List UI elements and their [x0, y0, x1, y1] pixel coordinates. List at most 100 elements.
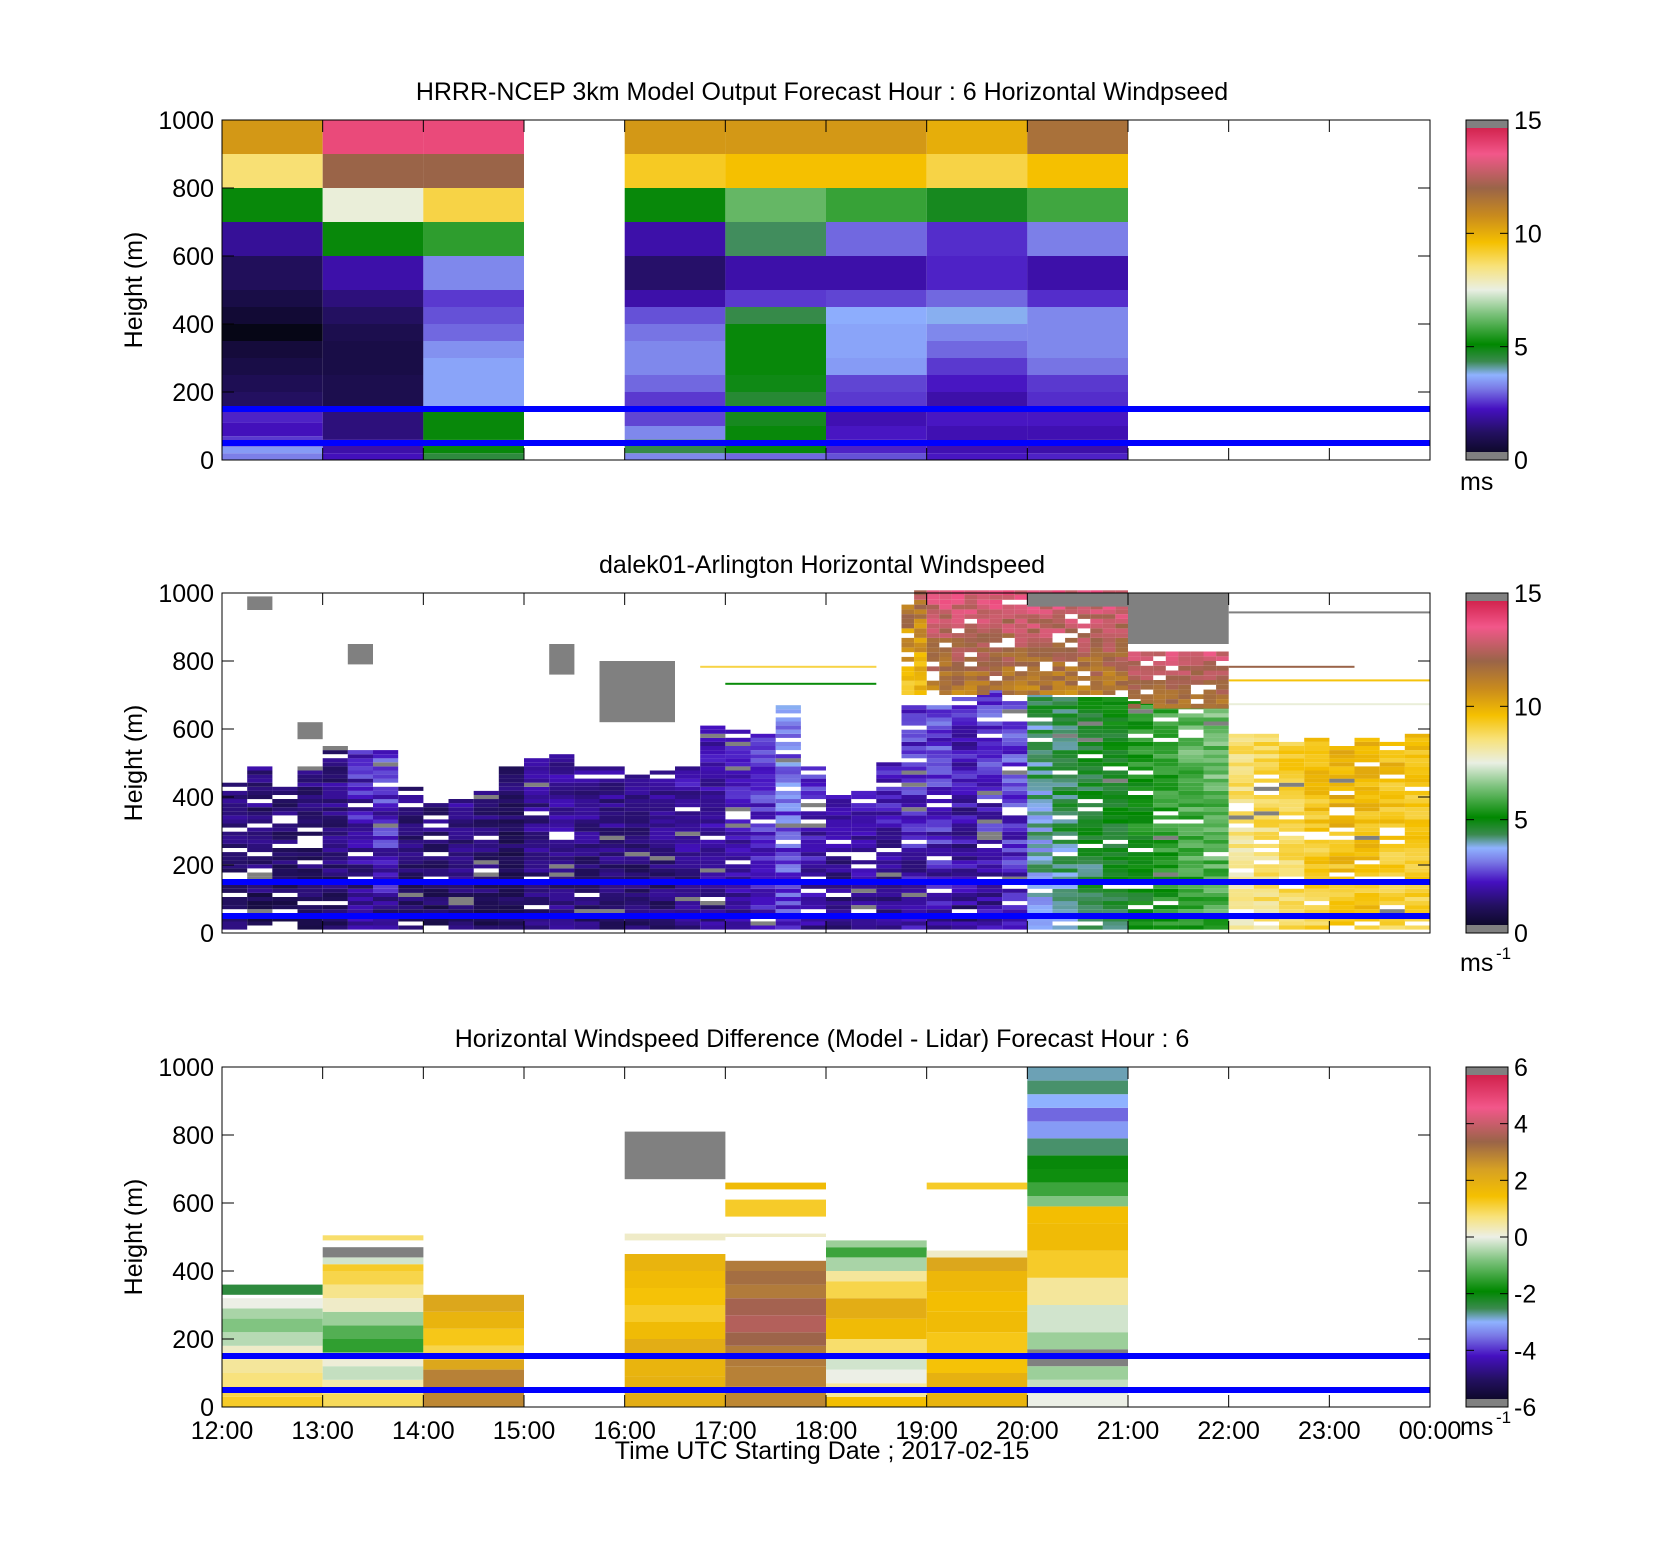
lidar-cell	[851, 901, 877, 906]
lidar-upper-cell	[989, 614, 1003, 619]
lidar-cell	[624, 843, 650, 848]
lidar-cell	[1329, 786, 1355, 791]
lidar-cell	[1002, 721, 1028, 726]
lidar-cell	[775, 864, 801, 869]
lidar-cell	[1128, 917, 1154, 922]
lidar-cell	[272, 803, 298, 808]
lidar-cell	[1279, 762, 1305, 767]
lidar-cell	[750, 868, 776, 873]
lidar-cell	[574, 782, 600, 787]
lidar-upper-cell	[1052, 614, 1066, 619]
lidar-upper-cell	[1065, 690, 1078, 695]
lidar-cell	[247, 897, 273, 902]
lidar-cell	[1279, 811, 1305, 816]
heatmap-cell	[222, 392, 323, 409]
lidar-cell	[977, 750, 1003, 755]
lidar-cell	[1404, 884, 1430, 889]
lidar-cell	[775, 770, 801, 775]
lidar-cell	[524, 786, 550, 791]
lidar-upper-cell	[1165, 699, 1179, 704]
lidar-cell	[1077, 856, 1103, 861]
lidar-upper-cell	[951, 642, 965, 648]
lidar-cell	[901, 709, 927, 714]
lidar-cell	[247, 807, 273, 812]
lidar-cell	[1253, 795, 1279, 800]
lidar-cell	[775, 754, 801, 759]
lidar-cell	[473, 795, 499, 800]
lidar-cell	[1354, 782, 1380, 787]
lidar-cell	[373, 819, 399, 824]
lidar-cell	[926, 811, 952, 816]
lidar-upper-cell	[964, 614, 977, 619]
lidar-cell	[1077, 839, 1103, 844]
lidar-upper-cell	[939, 671, 952, 676]
lidar-cell	[1228, 819, 1254, 824]
lidar-cell	[1203, 917, 1229, 922]
lidar-cell	[247, 811, 273, 816]
lidar-cell	[1027, 782, 1053, 787]
lidar-cell	[1404, 827, 1430, 832]
lidar-cell	[876, 827, 902, 832]
lidar-cell	[1102, 868, 1128, 873]
lidar-cell	[347, 884, 373, 889]
lidar-cell	[826, 917, 852, 922]
lidar-upper-cell	[914, 656, 927, 662]
lidar-upper-cell	[951, 680, 965, 686]
lidar-cell	[599, 823, 625, 828]
lidar-upper-cell	[989, 637, 1003, 643]
lidar-cell	[977, 839, 1003, 844]
lidar-cell	[1027, 713, 1053, 718]
lidar-upper-cell	[1027, 690, 1040, 695]
lidar-cell	[750, 770, 776, 775]
lidar-cell	[951, 803, 977, 808]
lidar-cell	[549, 811, 575, 816]
lidar-cell	[901, 856, 927, 861]
lidar-cell	[473, 819, 499, 824]
lidar-cell	[423, 917, 449, 922]
lidar-cell	[1128, 843, 1154, 848]
heatmap-cell	[222, 256, 323, 290]
heatmap-cell	[826, 120, 927, 154]
lidar-cell	[398, 905, 424, 910]
lidar-upper-cell	[1140, 684, 1154, 690]
lidar-upper-cell	[1027, 652, 1040, 657]
lidar-cell	[222, 795, 248, 800]
lidar-cell	[1077, 737, 1103, 742]
lidar-cell	[1203, 725, 1229, 730]
lidar-cell	[1102, 799, 1128, 804]
lidar-upper-cell	[1077, 690, 1091, 695]
lidar-cell	[1228, 746, 1254, 751]
lidar-cell	[649, 835, 675, 840]
lidar-upper-cell	[1052, 685, 1066, 691]
lidar-cell	[775, 795, 801, 800]
lidar-cell	[1052, 750, 1078, 755]
lidar-cell	[398, 872, 424, 877]
lidar-cell	[1203, 709, 1229, 714]
lidar-upper-cell	[1065, 628, 1078, 634]
lidar-cell	[1027, 758, 1053, 763]
lidar-cell	[599, 778, 625, 783]
lidar-cell	[247, 884, 273, 889]
lidar-upper-cell	[1002, 647, 1015, 653]
lidar-cell	[347, 921, 373, 926]
lidar-cell	[750, 741, 776, 746]
lidar-cell	[1102, 823, 1128, 828]
lidar-cell	[1404, 746, 1430, 751]
lidar-upper-cell	[1065, 685, 1078, 691]
lidar-cell	[750, 737, 776, 742]
lidar-upper-cell	[1065, 604, 1078, 610]
lidar-cell	[1077, 786, 1103, 791]
lidar-cell	[675, 770, 701, 775]
lidar-cell	[1128, 831, 1154, 836]
lidar-upper-cell	[1090, 676, 1103, 681]
lidar-cell	[1052, 795, 1078, 800]
lidar-cell	[599, 901, 625, 906]
lidar-cell	[1052, 823, 1078, 828]
lidar-cell	[373, 848, 399, 853]
lidar-cell	[272, 786, 298, 791]
lidar-cell	[700, 827, 726, 832]
lidar-cell	[725, 766, 751, 771]
lidar-cell	[1354, 888, 1380, 893]
lidar-cell	[448, 835, 474, 840]
lidar-cell	[473, 909, 499, 914]
